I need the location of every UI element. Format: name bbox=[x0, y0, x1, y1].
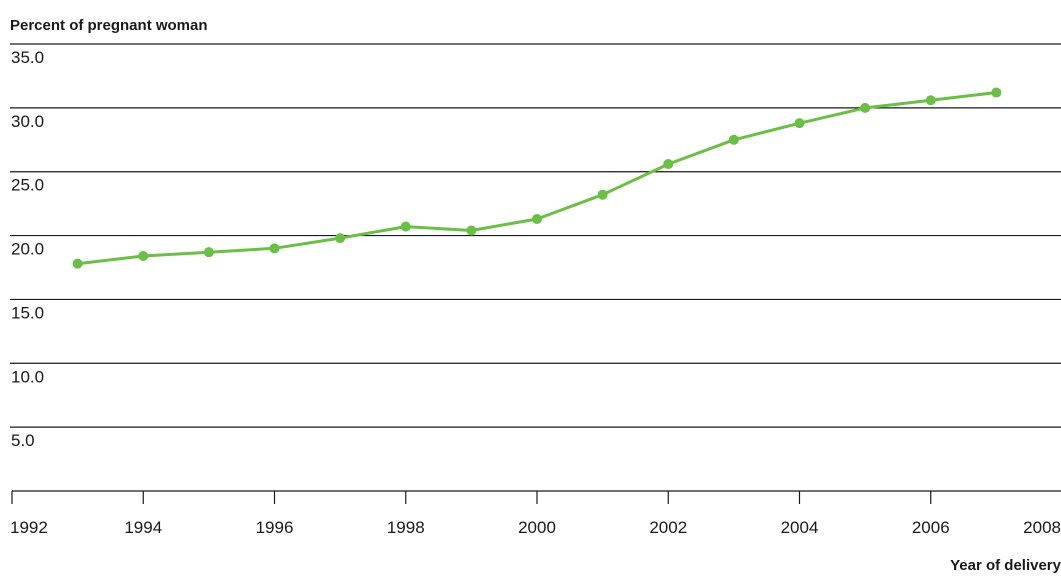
data-point bbox=[663, 159, 674, 170]
data-point bbox=[138, 251, 149, 262]
x-tick-labels: 1992 1994 1996 1998 2000 2002 2004 2006 2008 bbox=[10, 518, 1061, 537]
y-tick-label: 5.0 bbox=[11, 431, 35, 450]
x-tick-label: 2008 bbox=[1023, 518, 1061, 537]
x-axis-title: Year of delivery bbox=[950, 557, 1061, 574]
grid-lines bbox=[10, 43, 1061, 428]
y-tick-label: 20.0 bbox=[11, 240, 44, 259]
data-point bbox=[72, 258, 83, 269]
x-tick-label: 2000 bbox=[518, 518, 556, 537]
series-line bbox=[77, 91, 997, 266]
data-point bbox=[335, 233, 346, 244]
x-tick-label: 1998 bbox=[387, 518, 425, 537]
data-point bbox=[794, 118, 805, 129]
data-point bbox=[269, 243, 280, 254]
data-point bbox=[466, 225, 477, 236]
y-tick-label: 30.0 bbox=[11, 112, 44, 131]
x-axis bbox=[11, 490, 1061, 504]
y-tick-labels: 5.0 10.0 15.0 20.0 25.0 30.0 35.0 bbox=[11, 48, 44, 450]
x-tick-label: 1996 bbox=[256, 518, 294, 537]
x-tick-label: 2002 bbox=[649, 518, 687, 537]
data-point bbox=[203, 247, 214, 258]
series-layer bbox=[72, 87, 1002, 269]
data-point bbox=[400, 221, 411, 232]
data-point bbox=[860, 102, 871, 113]
data-point bbox=[991, 87, 1002, 98]
y-tick-label: 35.0 bbox=[11, 48, 44, 67]
data-point bbox=[925, 95, 936, 106]
y-tick-label: 25.0 bbox=[11, 176, 44, 195]
y-tick-label: 15.0 bbox=[11, 303, 44, 322]
y-axis-title: Percent of pregnant woman bbox=[10, 17, 208, 34]
x-tick-label: 1994 bbox=[124, 518, 162, 537]
x-tick-label: 2006 bbox=[912, 518, 950, 537]
data-point bbox=[728, 134, 739, 145]
y-tick-label: 10.0 bbox=[11, 367, 44, 386]
x-tick-label: 1992 bbox=[10, 518, 48, 537]
x-tick-label: 2004 bbox=[781, 518, 819, 537]
data-point bbox=[597, 189, 608, 200]
data-point bbox=[532, 213, 542, 224]
